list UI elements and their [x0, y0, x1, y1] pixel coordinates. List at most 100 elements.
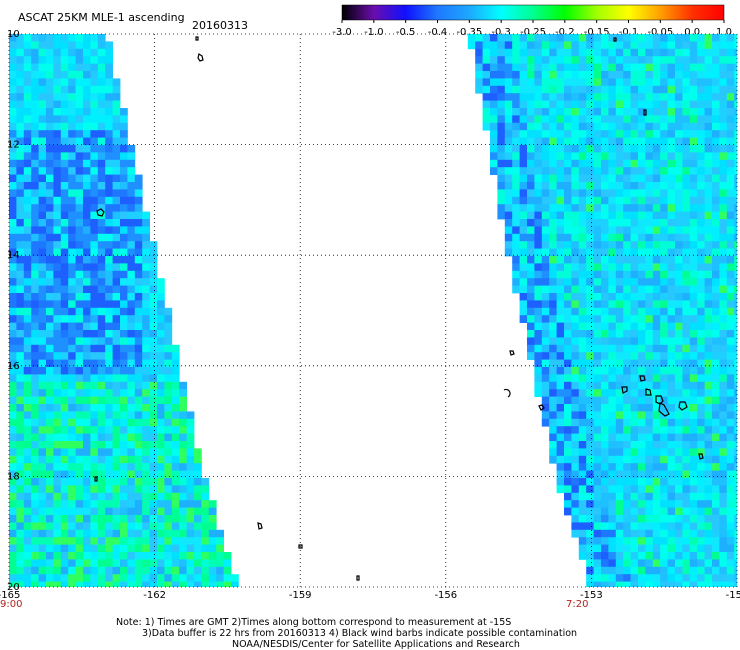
heatmap-cell	[149, 263, 158, 272]
heatmap-cell	[68, 226, 76, 235]
heatmap-cell	[482, 34, 491, 42]
heatmap-cell	[127, 381, 136, 390]
heatmap-cell	[112, 359, 121, 368]
heatmap-cell	[630, 367, 639, 375]
heatmap-cell	[38, 48, 47, 57]
heatmap-cell	[60, 108, 69, 116]
heatmap-cell	[734, 115, 737, 124]
heatmap-cell	[615, 300, 624, 309]
heatmap-cell	[112, 344, 121, 353]
heatmap-cell	[105, 278, 113, 286]
heatmap-cell	[164, 307, 173, 316]
heatmap-cell	[31, 552, 39, 560]
heatmap-cell	[120, 130, 128, 138]
heatmap-cell	[534, 374, 543, 383]
heatmap-cell	[689, 48, 698, 57]
heatmap-cell	[601, 137, 609, 146]
heatmap-cell	[105, 374, 113, 383]
heatmap-cell	[179, 455, 187, 464]
heatmap-cell	[38, 270, 47, 279]
heatmap-cell	[712, 159, 720, 168]
heatmap-cell	[105, 48, 113, 57]
heatmap-cell	[31, 71, 39, 79]
heatmap-cell	[38, 115, 47, 124]
heatmap-cell	[578, 137, 587, 146]
heatmap-cell	[60, 389, 69, 397]
heatmap-cell	[660, 219, 668, 227]
heatmap-cell	[712, 137, 720, 146]
heatmap-cell	[697, 463, 705, 471]
heatmap-cell	[134, 307, 143, 316]
heatmap-cell	[593, 359, 602, 368]
heatmap-cell	[638, 256, 646, 264]
heatmap-cell	[652, 152, 661, 161]
heatmap-cell	[9, 152, 17, 161]
heatmap-cell	[541, 137, 550, 146]
heatmap-cell	[120, 574, 128, 582]
heatmap-cell	[593, 485, 602, 494]
heatmap-cell	[83, 174, 91, 183]
heatmap-cell	[149, 285, 158, 294]
heatmap-cell	[23, 522, 32, 531]
heatmap-cell	[208, 552, 217, 560]
heatmap-cell	[534, 300, 543, 309]
heatmap-cell	[689, 322, 698, 331]
heatmap-cell	[615, 337, 624, 346]
heatmap-cell	[675, 34, 683, 42]
heatmap-cell	[667, 529, 676, 538]
heatmap-cell	[60, 381, 69, 390]
heatmap-cell	[556, 63, 565, 72]
heatmap-cell	[112, 100, 121, 109]
heatmap-cell	[630, 241, 639, 249]
heatmap-cell	[97, 182, 106, 190]
heatmap-cell	[734, 404, 737, 412]
heatmap-cell	[645, 115, 654, 124]
heatmap-cell	[645, 330, 654, 338]
heatmap-cell	[194, 552, 202, 560]
heatmap-cell	[164, 441, 173, 449]
heatmap-cell	[556, 411, 565, 420]
heatmap-cell	[512, 137, 520, 146]
heatmap-cell	[149, 574, 158, 582]
heatmap-cell	[726, 352, 735, 360]
heatmap-cell	[593, 315, 602, 323]
heatmap-cell	[564, 63, 572, 72]
heatmap-cell	[593, 367, 602, 375]
heatmap-cell	[68, 263, 76, 272]
heatmap-cell	[726, 574, 735, 582]
heatmap-cell	[689, 552, 698, 560]
heatmap-cell	[726, 381, 735, 390]
heatmap-cell	[120, 248, 128, 257]
heatmap-cell	[171, 500, 180, 508]
heatmap-cell	[186, 581, 195, 587]
heatmap-cell	[734, 418, 737, 427]
heatmap-cell	[630, 581, 639, 587]
heatmap-cell	[689, 574, 698, 582]
heatmap-cell	[512, 115, 520, 124]
heatmap-cell	[564, 263, 572, 272]
heatmap-cell	[586, 256, 594, 264]
heatmap-cell	[164, 529, 173, 538]
heatmap-cell	[519, 130, 528, 138]
heatmap-cell	[623, 566, 631, 575]
heatmap-cell	[549, 448, 557, 457]
heatmap-cell	[9, 300, 17, 309]
heatmap-cell	[16, 145, 25, 153]
heatmap-cell	[660, 41, 668, 50]
heatmap-cell	[68, 152, 76, 161]
heatmap-cell	[630, 344, 639, 353]
heatmap-cell	[652, 559, 661, 568]
heatmap-cell	[630, 219, 639, 227]
heatmap-cell	[201, 566, 210, 575]
heatmap-cell	[630, 315, 639, 323]
heatmap-cell	[38, 544, 47, 553]
heatmap-cell	[527, 41, 535, 50]
heatmap-cell	[652, 455, 661, 464]
heatmap-cell	[16, 204, 25, 212]
heatmap-cell	[97, 574, 106, 582]
heatmap-cell	[593, 211, 602, 220]
heatmap-cell	[149, 315, 158, 323]
heatmap-cell	[726, 529, 735, 538]
heatmap-cell	[9, 48, 17, 57]
heatmap-cell	[578, 48, 587, 57]
